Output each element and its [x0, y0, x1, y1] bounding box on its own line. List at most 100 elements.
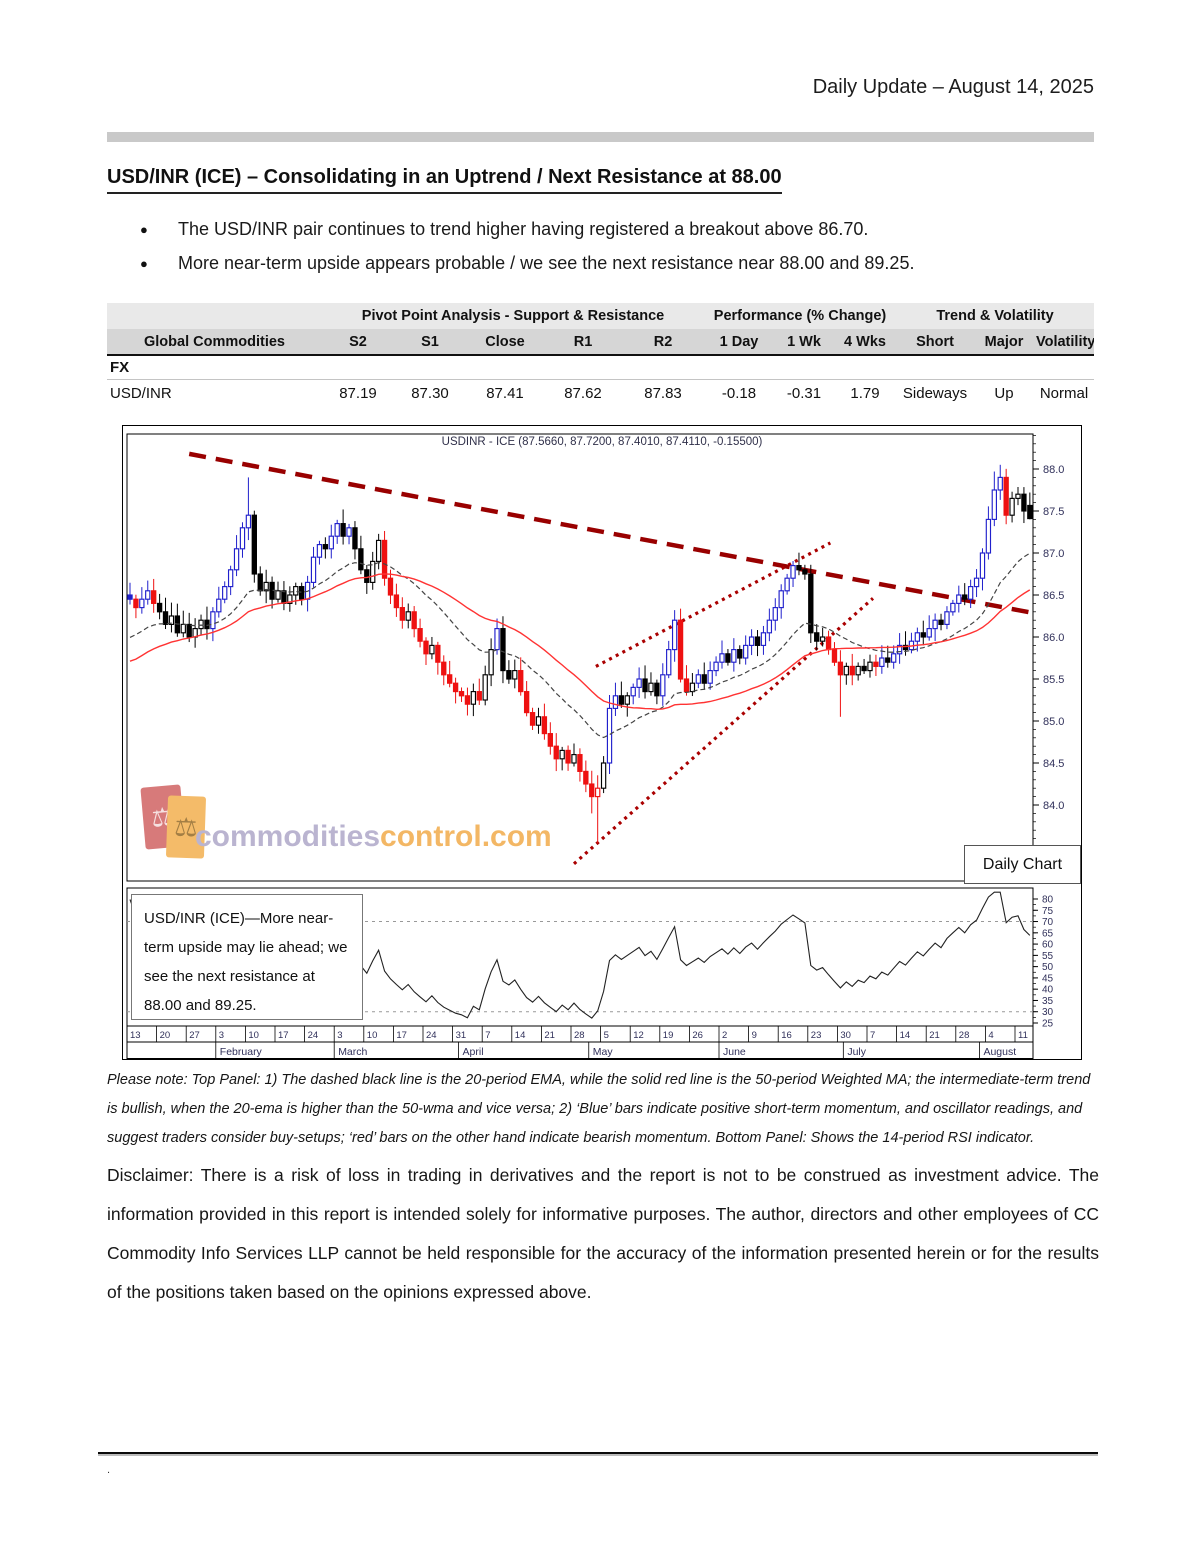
col-close: Close — [466, 329, 544, 356]
col-s1: S1 — [394, 329, 466, 356]
summary-bullets: ● The USD/INR pair continues to trend hi… — [140, 219, 1060, 287]
col-r1: R1 — [544, 329, 622, 356]
section-label: FX — [107, 355, 1095, 380]
svg-text:5: 5 — [604, 1030, 609, 1041]
table-column-header-row: Global Commodities S2 S1 Close R1 R2 1 D… — [107, 329, 1095, 356]
pivot-table: Pivot Point Analysis - Support & Resista… — [107, 303, 1095, 407]
bullet-text: More near-term upside appears probable /… — [178, 253, 915, 273]
report-date: Daily Update – August 14, 2025 — [812, 76, 1094, 98]
svg-text:30: 30 — [840, 1030, 851, 1041]
svg-text:31: 31 — [456, 1030, 467, 1041]
svg-text:24: 24 — [426, 1030, 437, 1041]
cell-volatility: Normal — [1039, 384, 1089, 402]
col-volatility: Volatility — [1034, 329, 1095, 356]
svg-text:40: 40 — [1042, 985, 1054, 996]
footer-divider — [98, 1452, 1098, 1456]
svg-text:July: July — [847, 1046, 866, 1058]
svg-text:45: 45 — [1042, 973, 1054, 984]
cell-r1: 87.62 — [564, 384, 602, 402]
svg-text:19: 19 — [663, 1030, 674, 1041]
svg-text:28: 28 — [574, 1030, 585, 1041]
footer-dot: . — [107, 1464, 111, 1476]
table-row: USD/INR 87.19 87.30 87.41 87.62 87.83 -0… — [107, 380, 1094, 407]
svg-text:11: 11 — [1018, 1030, 1028, 1041]
svg-text:7: 7 — [870, 1030, 875, 1041]
svg-text:27: 27 — [189, 1030, 200, 1041]
col-r2: R2 — [622, 329, 705, 356]
cell-name: USD/INR — [110, 384, 172, 402]
svg-text:4: 4 — [988, 1030, 993, 1041]
svg-text:88.0: 88.0 — [1043, 464, 1064, 476]
table-section-row: FX — [107, 355, 1095, 380]
svg-text:70: 70 — [1042, 917, 1054, 928]
svg-text:May: May — [593, 1046, 614, 1058]
svg-text:10: 10 — [248, 1030, 259, 1041]
svg-text:60: 60 — [1042, 940, 1054, 951]
daily-chart-label: Daily Chart — [964, 845, 1081, 884]
chart-title: USDINR - ICE (87.5660, 87.7200, 87.4010,… — [442, 436, 763, 448]
svg-text:86.0: 86.0 — [1043, 632, 1064, 644]
svg-text:14: 14 — [900, 1030, 911, 1041]
divider-bar — [107, 132, 1094, 142]
group-empty — [107, 303, 322, 329]
svg-text:17: 17 — [278, 1030, 289, 1041]
cell-4wks: 1.79 — [850, 384, 880, 402]
svg-text:84.0: 84.0 — [1043, 800, 1064, 812]
chart-footnote: Please note: Top Panel: 1) The dashed bl… — [107, 1072, 1091, 1146]
col-1wk: 1 Wk — [774, 329, 835, 356]
svg-text:16: 16 — [781, 1030, 792, 1041]
svg-text:50: 50 — [1042, 962, 1054, 973]
bullet-icon: ● — [140, 222, 148, 237]
svg-text:20: 20 — [160, 1030, 171, 1041]
group-trend: Trend & Volatility — [896, 303, 1095, 329]
col-major: Major — [974, 329, 1035, 356]
svg-text:August: August — [983, 1046, 1016, 1058]
svg-text:14: 14 — [515, 1030, 526, 1041]
page-title: USD/INR (ICE) – Consolidating in an Uptr… — [107, 166, 782, 194]
cell-1wk: -0.31 — [786, 384, 822, 402]
cell-s1: 87.30 — [411, 384, 449, 402]
svg-text:10: 10 — [367, 1030, 378, 1041]
svg-text:23: 23 — [811, 1030, 822, 1041]
svg-text:17: 17 — [396, 1030, 407, 1041]
svg-text:75: 75 — [1042, 906, 1054, 917]
group-performance: Performance (% Change) — [704, 303, 897, 329]
svg-text:21: 21 — [544, 1030, 555, 1041]
svg-text:87.0: 87.0 — [1043, 548, 1064, 560]
svg-text:85.5: 85.5 — [1043, 674, 1064, 686]
cell-close: 87.41 — [486, 384, 524, 402]
svg-text:28: 28 — [959, 1030, 970, 1041]
col-4wks: 4 Wks — [834, 329, 897, 356]
svg-text:2: 2 — [722, 1030, 727, 1041]
ema20-line — [129, 552, 1031, 739]
svg-text:13: 13 — [130, 1030, 141, 1041]
svg-text:85.0: 85.0 — [1043, 716, 1064, 728]
cell-1day: -0.18 — [721, 384, 757, 402]
bullet-item: ● The USD/INR pair continues to trend hi… — [140, 219, 1060, 240]
svg-text:30: 30 — [1042, 1007, 1054, 1018]
svg-text:86.5: 86.5 — [1043, 590, 1064, 602]
price-chart: 88.0 87.5 87.0 86.5 86.0 85.5 85.0 84.5 84.0 USDI… — [122, 425, 1082, 1060]
svg-text:21: 21 — [929, 1030, 940, 1041]
svg-text:3: 3 — [337, 1030, 342, 1041]
svg-text:March: March — [338, 1046, 367, 1058]
wma50-line — [129, 573, 1031, 711]
svg-text:25: 25 — [1042, 1018, 1054, 1029]
svg-text:80: 80 — [1042, 895, 1054, 906]
svg-text:12: 12 — [633, 1030, 644, 1041]
col-s2: S2 — [322, 329, 394, 356]
svg-text:February: February — [220, 1046, 263, 1058]
svg-text:9: 9 — [752, 1030, 757, 1041]
bullet-item: ● More near-term upside appears probable… — [140, 253, 1060, 274]
bullet-text: The USD/INR pair continues to trend high… — [178, 219, 869, 239]
cell-s2: 87.19 — [339, 384, 377, 402]
col-1day: 1 Day — [704, 329, 775, 356]
svg-text:3: 3 — [219, 1030, 224, 1041]
cell-major-trend: Up — [994, 384, 1014, 402]
col-global-commodities: Global Commodities — [107, 329, 322, 356]
col-short: Short — [896, 329, 975, 356]
svg-text:April: April — [463, 1046, 484, 1058]
bullet-icon: ● — [140, 256, 148, 271]
cell-short-trend: Sideways — [902, 384, 968, 402]
